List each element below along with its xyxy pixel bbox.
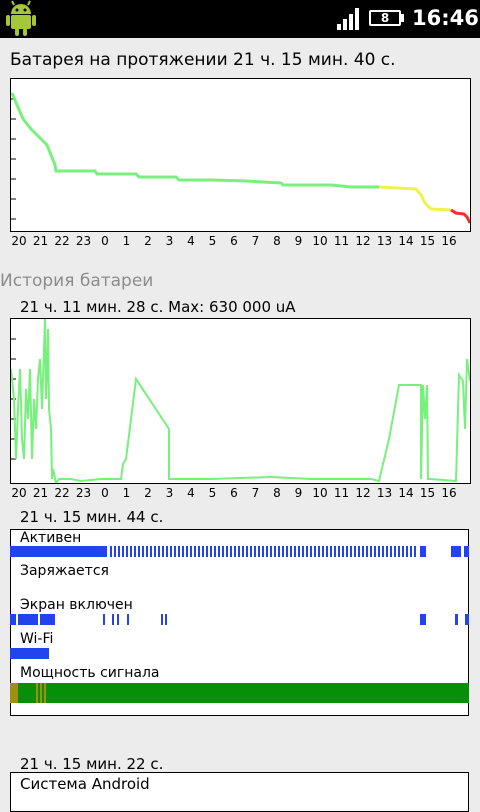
x-tick-label: 4 bbox=[187, 234, 195, 248]
x-tick-label: 1 bbox=[122, 234, 131, 248]
x-tick-label: 12 bbox=[355, 234, 371, 248]
battery-icon bbox=[369, 10, 401, 26]
x-tick-label: 10 bbox=[312, 486, 328, 500]
x-tick-label: 6 bbox=[230, 486, 238, 500]
x-tick-label: 6 bbox=[230, 234, 238, 248]
x-tick-label: 20 bbox=[11, 234, 27, 248]
x-tick-label: 21 bbox=[32, 234, 49, 248]
x-tick-label: 14 bbox=[398, 486, 414, 500]
x-tick-label: 2 bbox=[144, 486, 152, 500]
x-tick-label: 2 bbox=[144, 234, 152, 248]
x-tick-label: 4 bbox=[187, 486, 195, 500]
x-tick-label: 7 bbox=[251, 234, 260, 248]
timeline-row-active-bar bbox=[10, 546, 469, 557]
battery-line-medium bbox=[378, 185, 452, 212]
x-tick-label: 0 bbox=[101, 486, 109, 500]
status-bar: 8 16:46 bbox=[0, 0, 480, 38]
x-tick-label: 15 bbox=[419, 486, 436, 500]
x-tick-label: 9 bbox=[294, 234, 303, 248]
x-tick-label: 23 bbox=[75, 234, 92, 248]
clock: 16:46 bbox=[412, 6, 479, 30]
timeline-row-screen-bar bbox=[10, 614, 469, 625]
timeline-row-screen-label: Экран включен bbox=[20, 597, 133, 613]
x-tick-label: 20 bbox=[11, 486, 27, 500]
history-chart-x-ticks: 20 21 22 23 0 1 2 3 4 5 6 7 8 9 10 11 12 13 14 15 16 bbox=[0, 486, 480, 504]
x-tick-label: 11 bbox=[333, 234, 350, 248]
battery-duration-title: Батарея на протяжении 21 ч. 15 мин. 40 с… bbox=[10, 50, 396, 70]
x-tick-label: 22 bbox=[54, 486, 70, 500]
battery-line-high bbox=[10, 92, 379, 189]
battery-history-header: История батареи bbox=[0, 271, 154, 291]
x-tick-label: 22 bbox=[54, 234, 70, 248]
x-tick-label: 23 bbox=[75, 486, 92, 500]
timeline-row-charging-label: Заряжается bbox=[20, 563, 109, 579]
signal-bars-icon bbox=[337, 8, 359, 30]
timeline-duration-label: 21 ч. 15 мин. 44 с. bbox=[20, 508, 164, 526]
x-tick-label: 21 bbox=[32, 486, 49, 500]
android-icon bbox=[6, 0, 36, 36]
x-tick-label: 16 bbox=[441, 486, 457, 500]
app-usage-item-label: Система Android bbox=[20, 775, 150, 793]
battery-level: 8 bbox=[380, 11, 390, 25]
timeline-row-signal-bar bbox=[10, 683, 469, 703]
current-history-chart[interactable] bbox=[10, 318, 471, 486]
x-tick-label: 7 bbox=[251, 486, 260, 500]
battery-nub bbox=[401, 14, 404, 22]
battery-line-low bbox=[450, 208, 472, 224]
x-tick-label: 0 bbox=[101, 234, 109, 248]
x-tick-label: 13 bbox=[376, 234, 393, 248]
timeline-row-wifi-label: Wi-Fi bbox=[20, 631, 54, 647]
x-tick-label: 5 bbox=[208, 234, 217, 248]
x-tick-label: 5 bbox=[208, 486, 217, 500]
timeline-row-signal-label: Мощность сигнала bbox=[20, 665, 160, 681]
x-tick-label: 9 bbox=[294, 486, 303, 500]
x-tick-label: 14 bbox=[398, 234, 414, 248]
x-tick-label: 3 bbox=[165, 234, 174, 248]
x-tick-label: 12 bbox=[355, 486, 371, 500]
x-tick-label: 8 bbox=[273, 486, 281, 500]
x-tick-label: 15 bbox=[419, 234, 436, 248]
current-line bbox=[10, 318, 471, 486]
x-tick-label: 11 bbox=[333, 486, 350, 500]
x-tick-label: 1 bbox=[122, 486, 131, 500]
system-duration-label: 21 ч. 15 мин. 22 с. bbox=[20, 755, 164, 773]
battery-level-chart[interactable] bbox=[10, 78, 472, 232]
timeline-row-active-label: Активен bbox=[20, 530, 82, 546]
x-tick-label: 3 bbox=[165, 486, 174, 500]
timeline-row-wifi-bar bbox=[10, 648, 49, 659]
x-tick-label: 16 bbox=[441, 234, 457, 248]
battery-chart-x-ticks: 20 21 22 23 0 1 2 3 4 5 6 7 8 9 10 11 12 13 14 15 16 bbox=[0, 234, 480, 252]
x-tick-label: 10 bbox=[312, 234, 328, 248]
x-tick-label: 8 bbox=[273, 234, 281, 248]
x-tick-label: 13 bbox=[376, 486, 393, 500]
history-current-label: 21 ч. 11 мин. 28 с. Max: 630 000 uA bbox=[20, 298, 296, 316]
